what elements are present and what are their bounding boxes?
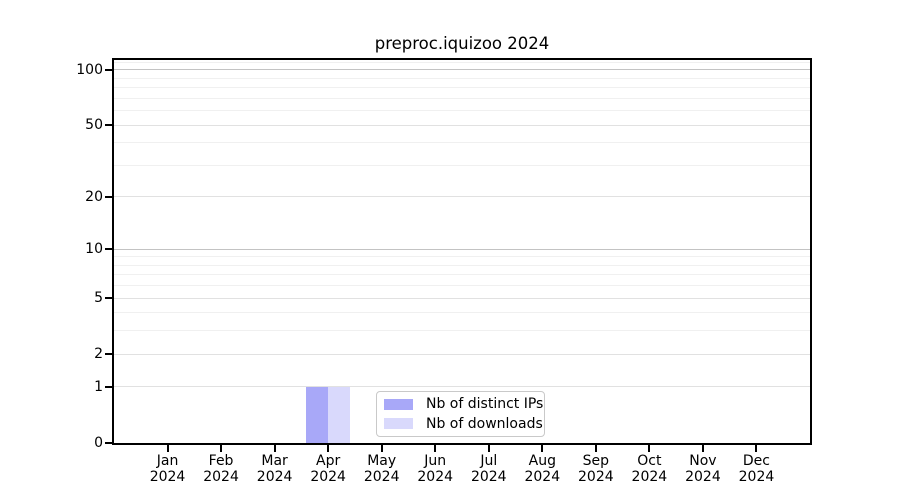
x-tick-nov [701,445,704,452]
legend-swatch-downloads [384,418,413,430]
legend: Nb of distinct IPs Nb of downloads [376,391,545,437]
legend-label-downloads: Nb of downloads [426,415,543,432]
bars-layer [114,60,810,443]
y-tick-label-2: 2 [94,346,103,363]
y-tick-50 [105,124,112,127]
chart-title: preproc.iquizoo 2024 [374,34,550,53]
x-tick-apr [327,445,330,452]
gridline-y-20 [114,196,810,198]
x-tick-may [380,445,383,452]
gridline-y-5 [114,297,810,299]
x-tick-oct [648,445,651,452]
gridline-y-10 [114,248,810,250]
gridline-y-7 [114,274,810,276]
x-tick-label-dec: Dec 2024 [738,453,775,485]
y-tick-0 [105,442,112,444]
gridline-y-9 [114,256,810,258]
x-tick-label-sep: Sep 2024 [578,453,614,485]
x-tick-feb [220,445,223,452]
x-tick-label-may: May 2024 [363,453,400,485]
gridline-y-40 [114,142,810,144]
gridline-y-60 [114,110,810,112]
x-tick-jul [487,445,490,452]
gridline-y-50 [114,124,810,126]
y-tick-label-10: 10 [85,241,103,258]
x-tick-dec [755,445,758,452]
y-tick-label-50: 50 [85,117,103,134]
gridline-y-110 [114,61,810,63]
gridline-y-30 [114,164,810,166]
x-tick-label-feb: Feb 2024 [203,453,239,485]
y-tick-label-20: 20 [85,188,103,205]
x-tick-mar [273,445,276,452]
x-tick-sep [594,445,597,452]
gridline-y-8 [114,264,810,266]
gridline-y-1 [114,386,810,388]
x-tick-jan [166,445,169,452]
gridline-y-4 [114,312,810,314]
y-tick-label-1: 1 [94,378,103,395]
x-tick-label-jun: Jun 2024 [417,453,454,485]
y-tick-100 [105,68,112,71]
x-tick-label-mar: Mar 2024 [256,453,293,485]
gridline-y-3 [114,330,810,332]
x-tick-label-jul: Jul 2024 [470,453,507,485]
y-tick-5 [105,297,112,300]
legend-item-downloads: Nb of downloads [384,415,543,433]
x-tick-jun [434,445,437,452]
gridline-y-6 [114,285,810,287]
gridline-y-70 [114,97,810,99]
y-tick-1 [105,385,112,388]
legend-label-distinct-ips: Nb of distinct IPs [426,396,544,413]
gridline-y-90 [114,77,810,79]
x-tick-aug [541,445,544,452]
y-tick-20 [105,195,112,198]
bar-apr-distinct-ips [306,386,329,443]
x-tick-label-nov: Nov 2024 [685,453,721,485]
plot-area: Nb of distinct IPs Nb of downloads [112,58,812,445]
x-tick-label-apr: Apr 2024 [310,453,346,485]
y-tick-label-0: 0 [94,435,103,451]
bar-apr-downloads [328,386,351,443]
legend-item-distinct-ips: Nb of distinct IPs [384,395,544,413]
y-tick-label-5: 5 [94,290,103,307]
y-tick-2 [105,353,112,356]
gridlines-layer [114,60,810,443]
legend-swatch-distinct-ips [384,398,413,410]
y-tick-10 [105,248,112,251]
x-tick-label-oct: Oct 2024 [631,453,668,485]
gridline-y-100 [114,69,810,71]
x-tick-label-aug: Aug 2024 [524,453,561,485]
y-tick-label-100: 100 [76,61,103,78]
gridline-y-80 [114,87,810,89]
x-tick-label-jan: Jan 2024 [149,453,186,485]
gridline-y-2 [114,353,810,355]
